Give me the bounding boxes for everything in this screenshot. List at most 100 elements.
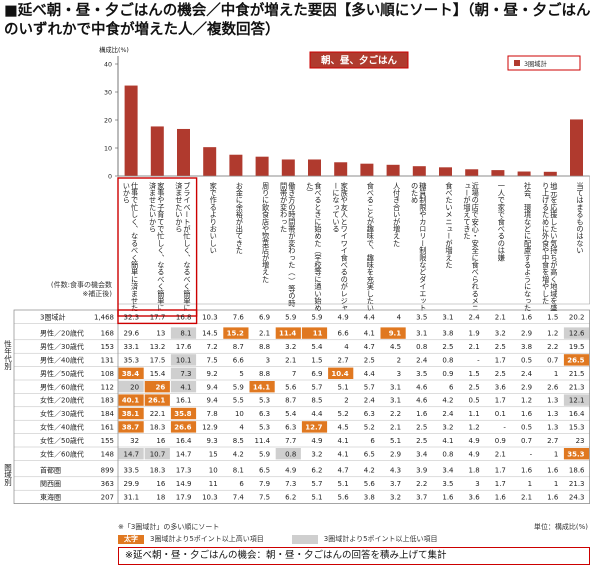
cell-value: 7.8 bbox=[207, 410, 218, 418]
legend-high-swatch: 太字 bbox=[118, 534, 144, 544]
cell-value: 32.3 bbox=[124, 313, 140, 321]
cell-value: 35.3 bbox=[567, 450, 584, 458]
cell-value: 0.7 bbox=[547, 357, 558, 365]
cell-highlight bbox=[223, 327, 249, 339]
cell-value: 21.3 bbox=[569, 480, 585, 488]
cell-value: 5.7 bbox=[311, 480, 322, 488]
category-label: 家族や友人とワイワイ食べるのがレジャ bbox=[340, 181, 349, 311]
cell-value: 3.2 bbox=[311, 450, 322, 458]
bar bbox=[386, 164, 400, 176]
cell-value: 2.1 bbox=[495, 450, 506, 458]
cell-value: 1 bbox=[554, 480, 558, 488]
cell-highlight bbox=[118, 381, 144, 393]
cell-value: 6.5 bbox=[364, 450, 375, 458]
cell-value: 10 bbox=[209, 467, 218, 475]
cell-value: 35.8 bbox=[174, 410, 191, 418]
cell-highlight bbox=[144, 448, 170, 460]
cell-value: 12.6 bbox=[569, 330, 585, 338]
bar bbox=[177, 128, 190, 176]
cell-value: 15.2 bbox=[227, 330, 244, 338]
row-count: 161 bbox=[101, 424, 114, 432]
n-header: (件数:食事の機会数 bbox=[51, 280, 112, 289]
cell-value: 5.4 bbox=[285, 410, 297, 418]
cell-value: 16.4 bbox=[176, 437, 192, 445]
cell-value: 7.5 bbox=[259, 494, 270, 502]
cell-value: 3.1 bbox=[390, 383, 401, 391]
category-label: 働き方の時間帯が変わった（ ）等の時 bbox=[288, 181, 297, 306]
cell-value: 1 bbox=[554, 450, 558, 458]
cell-value: 24.3 bbox=[569, 494, 585, 502]
cell-value: 8.5 bbox=[233, 437, 244, 445]
header-banner bbox=[309, 51, 409, 69]
row-label: 男性／30歳代 bbox=[40, 342, 84, 351]
cell-value: 4.9 bbox=[285, 467, 296, 475]
cell-value: 3.8 bbox=[521, 343, 532, 351]
cell-value: 4.1 bbox=[180, 383, 191, 391]
cell-value: 4.3 bbox=[390, 467, 401, 475]
cell-value: 2.5 bbox=[364, 357, 375, 365]
cell-value: 2.5 bbox=[495, 370, 506, 378]
row-label: 女性／50歳代 bbox=[40, 436, 84, 445]
cell-value: 6 bbox=[449, 383, 454, 391]
category-label: た） bbox=[306, 182, 315, 196]
cell-highlight bbox=[380, 327, 406, 339]
legend-low-text: 3圏域計より5ポイント以上低い項目 bbox=[323, 535, 438, 543]
cell-value: 1.5 bbox=[547, 313, 558, 321]
cell-highlight bbox=[275, 327, 301, 339]
cell-value: 38.4 bbox=[122, 370, 139, 378]
cell-value: 5.6 bbox=[364, 480, 376, 488]
cell-highlight bbox=[563, 327, 590, 339]
cell-highlight bbox=[328, 367, 354, 379]
legend-box bbox=[507, 55, 581, 71]
cell-value: 10.7 bbox=[150, 450, 166, 458]
cell-value: 5.1 bbox=[338, 383, 349, 391]
cell-value: 0.5 bbox=[521, 357, 532, 365]
cell-value: 1.9 bbox=[469, 330, 480, 338]
cell-value: 4.2 bbox=[442, 397, 453, 405]
cell-value: 0.5 bbox=[521, 424, 532, 432]
cell-value: 2.9 bbox=[521, 330, 532, 338]
cell-value: 4.5 bbox=[390, 343, 401, 351]
cell-highlight bbox=[170, 407, 197, 420]
cell-value: 31.1 bbox=[124, 494, 140, 502]
top3-total-highlight bbox=[117, 309, 198, 325]
category-label: 食べることが趣味で、趣味を充実したい bbox=[366, 181, 375, 311]
category-label: お金に余裕が出てきた bbox=[235, 182, 244, 254]
cell-value: 16 bbox=[156, 480, 165, 488]
row-count: 183 bbox=[101, 397, 114, 405]
cell-highlight bbox=[170, 421, 197, 433]
cell-value: 5.1 bbox=[338, 480, 349, 488]
cell-value: 2.4 bbox=[521, 370, 533, 378]
y-tick-label: 30 bbox=[104, 90, 112, 97]
cell-value: 3 bbox=[266, 357, 270, 365]
cell-value: 1.2 bbox=[521, 397, 532, 405]
category-label: 仕事で忙しく、なるべく簡単に済ませた bbox=[131, 181, 140, 311]
row-count: 899 bbox=[101, 467, 114, 475]
row-count: 363 bbox=[101, 480, 114, 488]
cell-value: 22.1 bbox=[150, 410, 166, 418]
cell-value: 14.7 bbox=[124, 450, 140, 458]
cell-value: 1.6 bbox=[521, 410, 533, 418]
cell-value: 2.9 bbox=[521, 383, 532, 391]
cell-highlight bbox=[249, 381, 275, 393]
cell-value: 0.9 bbox=[442, 370, 453, 378]
n-header-note: ※補正後) bbox=[82, 289, 112, 298]
cell-highlight bbox=[144, 381, 170, 393]
header-banner-text: 朝、昼、夕ごはん bbox=[321, 55, 398, 67]
bar bbox=[203, 147, 217, 176]
bar bbox=[229, 154, 243, 176]
cell-value: 15.4 bbox=[150, 370, 166, 378]
cell-value: 9.4 bbox=[207, 383, 219, 391]
bar bbox=[255, 156, 269, 176]
cell-value: 7 bbox=[292, 370, 296, 378]
cell-value: 10.4 bbox=[331, 370, 348, 378]
cell-value: 6.6 bbox=[233, 357, 245, 365]
cell-value: 0.8 bbox=[442, 450, 453, 458]
cell-value: 8.5 bbox=[311, 397, 322, 405]
cell-value: 5.4 bbox=[311, 343, 323, 351]
cell-value: 9.2 bbox=[207, 370, 218, 378]
category-label: 食べるときに始めた（学校等に通い始め bbox=[314, 181, 323, 311]
category-label: 周りに飲食店や惣菜店が増えた bbox=[262, 182, 271, 283]
cell-value: 1.5 bbox=[469, 370, 480, 378]
cell-value: 12.1 bbox=[569, 397, 585, 405]
